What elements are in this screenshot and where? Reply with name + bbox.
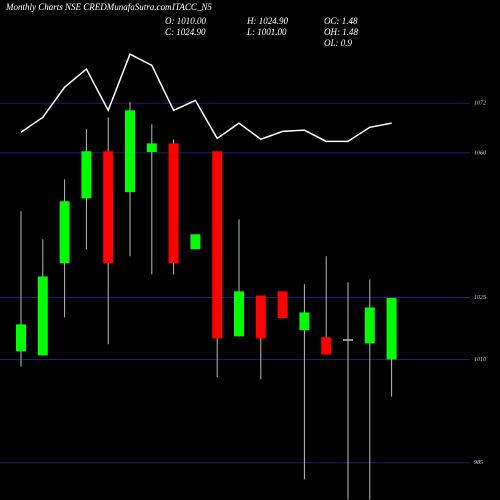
candle-body (386, 297, 397, 360)
candle-body (255, 295, 266, 339)
overlay-line (20, 53, 392, 143)
open-label: O: 1010.00 (165, 16, 206, 26)
y-tick-label: 1025 (474, 295, 486, 301)
high-label: H: 1024.90 (246, 16, 288, 26)
symbol: ITACC_N5 (171, 2, 212, 12)
candle-body (168, 143, 179, 264)
candle-body (59, 201, 70, 264)
candle-body (16, 324, 26, 352)
candle-body (125, 110, 135, 193)
candle-body (190, 234, 201, 250)
candle-body (364, 307, 375, 344)
candle-body (146, 143, 157, 153)
candle-body (343, 339, 353, 341)
y-tick-label: 1072 (474, 101, 486, 107)
y-tick-label: 1060 (474, 150, 486, 156)
candle-body (103, 151, 114, 264)
candle-body (234, 291, 244, 337)
low-label: L: 1001.00 (246, 27, 287, 37)
candle-body (277, 291, 288, 319)
close-label: C: 1024.90 (165, 27, 206, 37)
y-tick-label: 985 (474, 460, 483, 466)
candle-body (299, 312, 310, 331)
site-title: Monthly Charts NSE CREDMunafaSutra.com (5, 2, 172, 12)
candle-body (212, 151, 223, 339)
candle-body (37, 276, 48, 356)
candle-body (321, 337, 332, 355)
oc-label: OC: 1.48 (324, 16, 358, 26)
y-tick-label: 1010 (474, 357, 486, 363)
candle-body (81, 151, 92, 199)
oh-label: OH: 1.48 (324, 27, 358, 37)
ol-label: OL: 0.9 (324, 38, 353, 48)
